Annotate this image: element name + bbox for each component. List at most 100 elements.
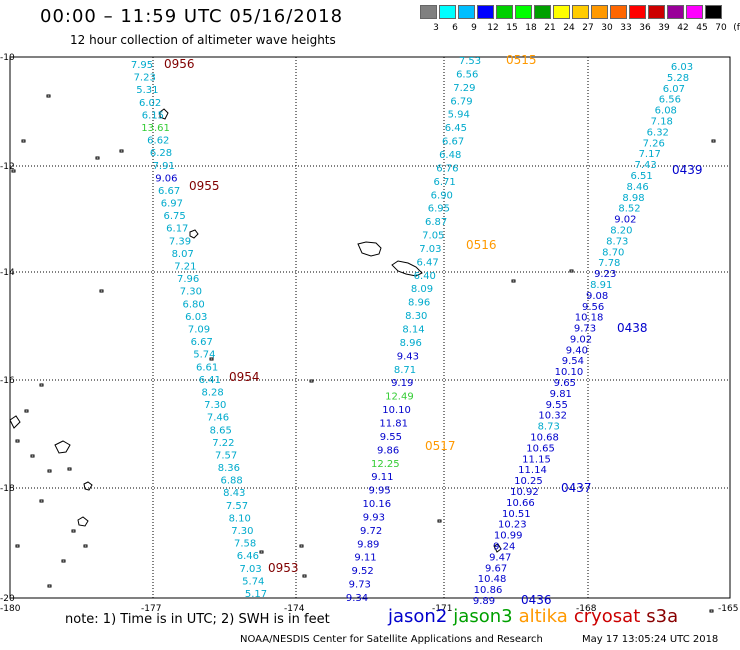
wave-height-label: 6.67 bbox=[191, 337, 213, 348]
time-label: 0515 bbox=[506, 53, 537, 67]
x-tick-label: -171 bbox=[432, 604, 452, 614]
wave-height-label: 6.76 bbox=[436, 163, 458, 174]
scale-label: 27 bbox=[582, 23, 594, 33]
wave-height-label: 10.65 bbox=[526, 443, 555, 454]
island bbox=[391, 260, 423, 277]
wave-height-label: 7.30 bbox=[180, 287, 202, 298]
scale-swatch bbox=[610, 5, 627, 19]
islet bbox=[71, 529, 76, 533]
wave-height-label: 9.43 bbox=[397, 351, 419, 362]
wave-height-label: 5.74 bbox=[193, 350, 215, 361]
wave-height-label: 9.93 bbox=[363, 513, 385, 524]
island bbox=[9, 415, 21, 429]
islet bbox=[47, 469, 52, 473]
wave-height-label: 8.73 bbox=[538, 422, 560, 433]
wave-height-label: 9.81 bbox=[550, 389, 572, 400]
wave-height-label: 6.02 bbox=[139, 98, 161, 109]
wave-height-label: 6.62 bbox=[147, 136, 169, 147]
scale-label: 70 bbox=[715, 23, 727, 33]
scale-label: 42 bbox=[677, 23, 689, 33]
y-tick-label: -12 bbox=[0, 162, 15, 172]
x-tick-label: -168 bbox=[576, 604, 597, 614]
wave-height-label: 12.49 bbox=[385, 392, 414, 403]
wave-height-label: 7.18 bbox=[651, 117, 673, 128]
wave-height-label: 12.25 bbox=[371, 459, 400, 470]
wave-height-label: 9.02 bbox=[614, 215, 636, 226]
wave-height-label: 8.71 bbox=[394, 365, 416, 376]
wave-height-label: 6.07 bbox=[663, 84, 685, 95]
wave-height-label: 9.55 bbox=[546, 400, 568, 411]
scale-label: 36 bbox=[639, 23, 651, 33]
map-title: 00:00 – 11:59 UTC 05/16/2018 bbox=[40, 6, 344, 27]
wave-height-label: 7.78 bbox=[598, 258, 620, 269]
wave-height-label: 10.66 bbox=[506, 498, 535, 509]
wave-height-label: 7.58 bbox=[234, 539, 256, 550]
islet bbox=[24, 409, 29, 413]
wave-height-label: 9.02 bbox=[570, 334, 592, 345]
scale-label: 12 bbox=[487, 23, 499, 33]
island bbox=[159, 108, 169, 120]
wave-height-label: 9.11 bbox=[354, 553, 376, 564]
scale-swatch bbox=[420, 5, 437, 19]
footer-timestamp: May 17 13:05:24 UTC 2018 bbox=[582, 634, 719, 645]
footer-credit: NOAA/NESDIS Center for Satellite Applica… bbox=[240, 634, 543, 645]
scale-swatch bbox=[572, 5, 589, 19]
wave-height-label: 6.67 bbox=[158, 186, 180, 197]
wave-height-label: 5.74 bbox=[242, 576, 264, 587]
wave-height-label: 9.34 bbox=[346, 593, 368, 604]
wave-height-label: 8.30 bbox=[405, 311, 427, 322]
wave-height-label: 6.32 bbox=[647, 127, 669, 138]
wave-height-label: 10.16 bbox=[362, 499, 391, 510]
islet bbox=[83, 544, 88, 548]
wave-height-label: 6.90 bbox=[431, 190, 453, 201]
islet bbox=[95, 156, 100, 160]
wave-height-label: 9.19 bbox=[391, 378, 413, 389]
wave-height-label: 8.46 bbox=[626, 182, 648, 193]
wave-height-label: 8.20 bbox=[610, 226, 632, 237]
wave-height-label: 6.67 bbox=[442, 137, 464, 148]
wave-height-label: 7.09 bbox=[188, 325, 210, 336]
islet bbox=[61, 559, 66, 563]
track-jason2: 6.035.286.076.566.087.186.327.267.177.43… bbox=[473, 62, 703, 607]
map-subtitle: 12 hour collection of altimeter wave hei… bbox=[70, 33, 336, 47]
wave-height-label: 6.03 bbox=[185, 312, 207, 323]
wave-height-label: 8.70 bbox=[602, 247, 624, 258]
wave-height-label: 10.25 bbox=[514, 476, 543, 487]
wave-height-label: 10.68 bbox=[530, 433, 559, 444]
y-tick-label: -20 bbox=[0, 594, 15, 604]
islands-layer bbox=[9, 94, 716, 613]
wave-height-label: 9.24 bbox=[493, 542, 515, 553]
wave-height-label: 7.22 bbox=[212, 438, 234, 449]
islet bbox=[711, 139, 716, 143]
wave-height-label: 7.30 bbox=[204, 400, 226, 411]
wave-height-label: 10.18 bbox=[575, 313, 604, 324]
wave-height-label: 9.47 bbox=[489, 552, 511, 563]
islet bbox=[30, 454, 35, 458]
wave-height-label: 8.52 bbox=[618, 204, 640, 215]
wave-height-label: 7.57 bbox=[226, 501, 248, 512]
island bbox=[493, 543, 502, 553]
islet bbox=[209, 357, 214, 361]
scale-swatch bbox=[534, 5, 551, 19]
wave-height-label: 7.43 bbox=[634, 160, 656, 171]
wave-height-label: 6.28 bbox=[150, 148, 172, 159]
wave-height-label: 8.14 bbox=[402, 325, 424, 336]
wave-height-label: 6.87 bbox=[425, 217, 447, 228]
scale-label: 24 bbox=[563, 23, 575, 33]
wave-height-label: 10.86 bbox=[474, 585, 503, 596]
wave-height-label: 7.21 bbox=[174, 262, 196, 273]
islet bbox=[569, 269, 574, 273]
wave-height-label: 10.10 bbox=[382, 405, 411, 416]
islet bbox=[302, 574, 307, 578]
scale-label: 33 bbox=[620, 23, 632, 33]
islet bbox=[511, 279, 516, 283]
time-label: 0516 bbox=[466, 238, 497, 252]
wave-height-label: 7.03 bbox=[239, 564, 261, 575]
wave-height-label: 10.99 bbox=[494, 531, 523, 542]
wave-height-label: 7.96 bbox=[177, 274, 199, 285]
wave-height-label: 11.81 bbox=[379, 419, 408, 430]
wave-height-label: 5.94 bbox=[448, 110, 470, 121]
time-label: 0436 bbox=[521, 593, 552, 607]
wave-height-label: 8.36 bbox=[218, 463, 240, 474]
